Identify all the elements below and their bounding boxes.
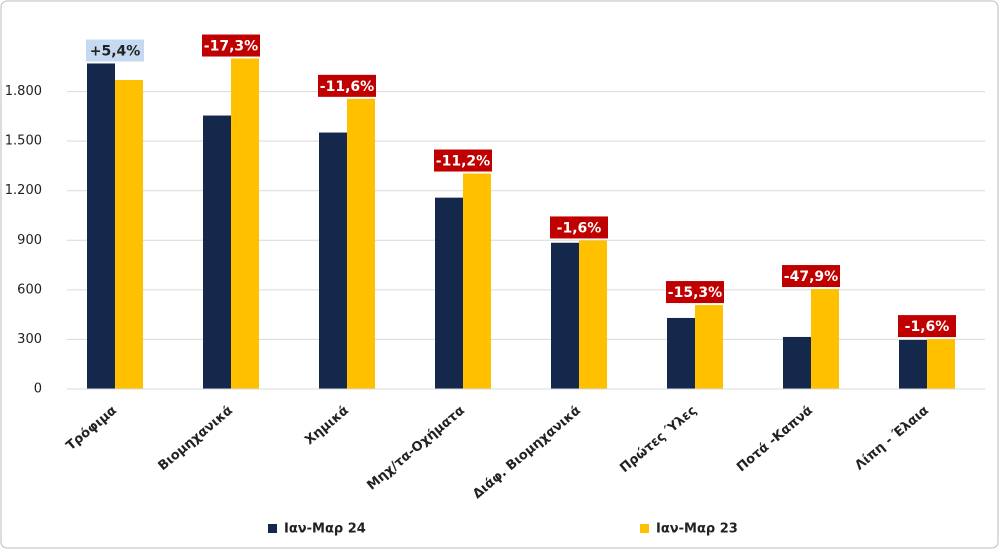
y-tick-label: 0 — [34, 382, 42, 397]
change-text: -17,3% — [204, 39, 258, 55]
y-tick-label: 900 — [17, 233, 42, 248]
change-box — [86, 39, 144, 62]
change-box — [782, 265, 840, 288]
change-box — [550, 216, 608, 239]
change-text: -1,6% — [905, 319, 950, 335]
bar — [811, 289, 839, 389]
change-box — [666, 281, 724, 304]
bar — [551, 242, 579, 389]
change-text: -15,3% — [668, 285, 722, 301]
bar — [667, 317, 695, 389]
bar — [435, 197, 463, 389]
y-tick-label: 300 — [17, 332, 42, 347]
change-text: -1,6% — [557, 220, 602, 236]
bar — [899, 339, 927, 389]
change-label: +5,4% — [86, 39, 144, 62]
bar — [87, 63, 115, 389]
change-label: -47,9% — [782, 265, 840, 288]
change-text: -11,6% — [320, 79, 374, 95]
change-box — [318, 74, 376, 97]
bar — [347, 98, 375, 389]
y-tick-label: 1.800 — [5, 84, 42, 99]
change-label: -15,3% — [666, 281, 724, 304]
change-label: -17,3% — [202, 34, 260, 57]
change-box — [202, 34, 260, 57]
bar — [319, 132, 347, 389]
bar — [231, 58, 259, 390]
bar — [695, 305, 723, 389]
bar — [579, 240, 607, 389]
change-text: -47,9% — [784, 269, 838, 285]
y-tick-label: 1.200 — [5, 183, 42, 198]
y-tick-label: 1.500 — [5, 134, 42, 149]
y-tick-label: 600 — [17, 282, 42, 297]
change-box — [898, 315, 956, 338]
bar — [203, 115, 231, 390]
change-box — [434, 149, 492, 172]
legend-label: Ιαν-Μαρ 24 — [284, 522, 366, 537]
change-text: -11,2% — [436, 154, 490, 170]
change-label: -11,2% — [434, 149, 492, 172]
change-label: -1,6% — [898, 315, 956, 338]
bar — [927, 339, 955, 389]
change-text: +5,4% — [90, 43, 141, 59]
change-label: -1,6% — [550, 216, 608, 239]
bar — [783, 336, 811, 389]
legend-label: Ιαν-Μαρ 23 — [656, 522, 738, 537]
legend-swatch — [268, 524, 277, 533]
bar — [463, 173, 491, 389]
bar — [115, 80, 143, 389]
legend-swatch — [640, 524, 649, 533]
change-label: -11,6% — [318, 74, 376, 97]
